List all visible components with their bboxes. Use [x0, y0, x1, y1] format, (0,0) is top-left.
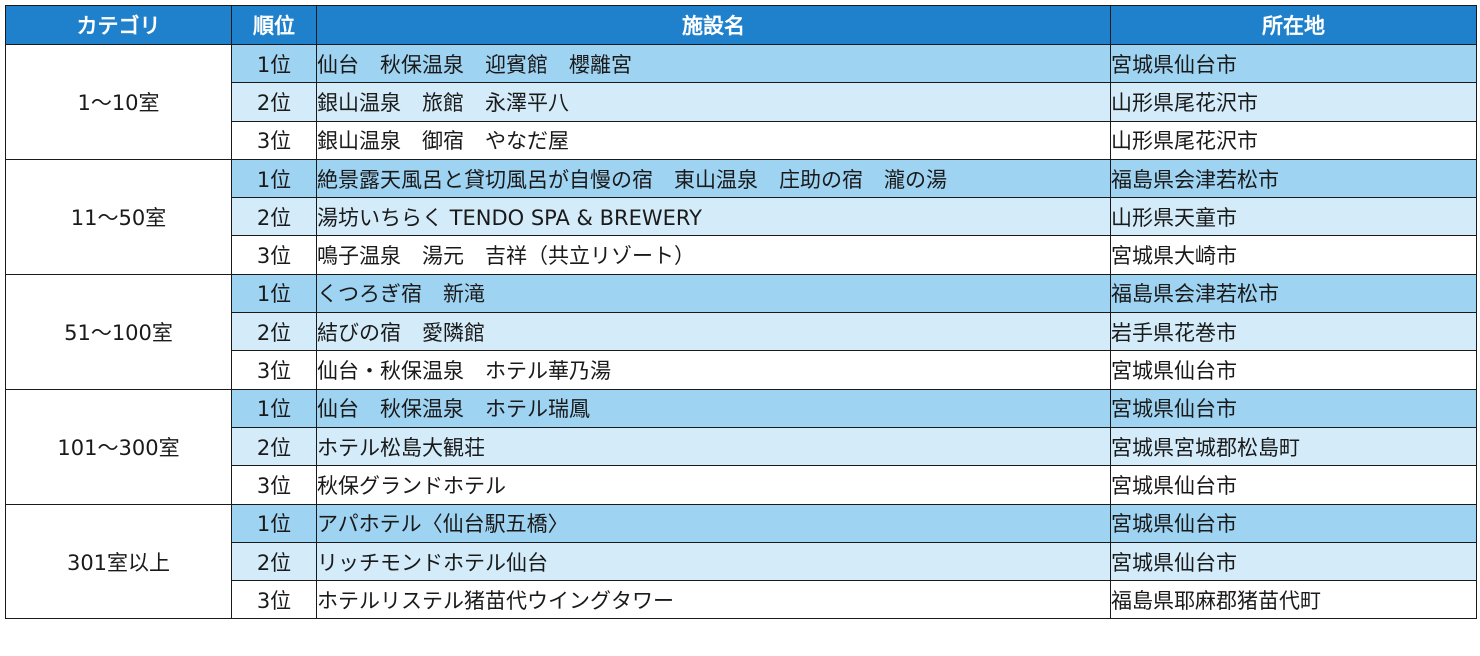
- location-cell: 山形県尾花沢市: [1110, 82, 1477, 122]
- rank-cell: 2位: [231, 541, 317, 582]
- location-cell: 宮城県仙台市: [1110, 465, 1477, 505]
- facility-cell: 絶景露天風呂と貸切風呂が自慢の宿 東山温泉 庄助の宿 瀧の湯: [316, 158, 1111, 199]
- facility-cell: 湯坊いちらく TENDO SPA & BREWERY: [316, 197, 1111, 237]
- table-row: 1～10室 1位 仙台 秋保温泉 迎賓館 櫻離宮 宮城県仙台市: [5, 43, 1477, 160]
- rank-cell: 3位: [231, 235, 317, 275]
- facility-cell: 仙台 秋保温泉 ホテル瑞鳳: [316, 388, 1111, 428]
- location-cell: 福島県耶麻郡猪苗代町: [1110, 580, 1477, 620]
- table-row: 2位 銀山温泉 旅館 永澤平八 山形県尾花沢市: [6, 82, 1477, 122]
- rank-cell: 1位: [231, 388, 317, 428]
- facility-cell: ホテルリステル猪苗代ウイングタワー: [316, 580, 1111, 620]
- header-row: カテゴリ 順位 施設名 所在地: [5, 5, 1477, 45]
- facility-cell: 秋保グランドホテル: [316, 465, 1111, 505]
- rank-cell: 3位: [231, 350, 317, 390]
- rank-cell: 2位: [231, 426, 317, 467]
- table-row: 11～50室 1位 絶景露天風呂と貸切風呂が自慢の宿 東山温泉 庄助の宿 瀧の湯…: [5, 158, 1477, 275]
- rank-cell: 1位: [231, 158, 317, 199]
- rank-cell: 2位: [231, 312, 317, 352]
- rank-cell: 1位: [231, 503, 317, 543]
- table-row: 2位 リッチモンドホテル仙台 宮城県仙台市: [6, 541, 1477, 582]
- rank-cell: 2位: [231, 197, 317, 237]
- header-category: カテゴリ: [5, 5, 232, 45]
- table-row: 101～300室 1位 仙台 秋保温泉 ホテル瑞鳳 宮城県仙台市: [5, 388, 1477, 505]
- facility-cell: 銀山温泉 旅館 永澤平八: [316, 82, 1111, 122]
- location-cell: 宮城県仙台市: [1110, 503, 1477, 543]
- rank-cell: 3位: [231, 580, 317, 620]
- table-row: 3位 秋保グランドホテル 宮城県仙台市: [6, 465, 1477, 505]
- location-cell: 福島県会津若松市: [1110, 273, 1477, 314]
- facility-cell: リッチモンドホテル仙台: [316, 541, 1111, 582]
- category-cell: 101～300室: [5, 388, 232, 505]
- facility-cell: 鳴子温泉 湯元 吉祥（共立リゾート）: [316, 235, 1111, 275]
- category-cell: 1～10室: [5, 44, 232, 160]
- location-cell: 宮城県仙台市: [1110, 350, 1477, 390]
- table-row: 3位 銀山温泉 御宿 やなだ屋 山形県尾花沢市: [6, 120, 1477, 160]
- facility-cell: 仙台・秋保温泉 ホテル華乃湯: [316, 350, 1111, 390]
- table-row: 3位 ホテルリステル猪苗代ウイングタワー 福島県耶麻郡猪苗代町: [6, 580, 1477, 620]
- rank-cell: 3位: [231, 465, 317, 505]
- category-cell: 11～50室: [5, 158, 232, 275]
- table-row: 301室以上 1位 アパホテル〈仙台駅五橋〉 宮城県仙台市: [5, 503, 1477, 620]
- location-cell: 福島県会津若松市: [1110, 158, 1477, 199]
- rank-cell: 1位: [231, 43, 317, 84]
- rank-cell: 2位: [231, 82, 317, 122]
- rank-cell: 3位: [231, 120, 317, 160]
- location-cell: 宮城県仙台市: [1110, 541, 1477, 582]
- ranking-table: カテゴリ 順位 施設名 所在地 1～10室 1位 仙台 秋保温泉 迎賓館 櫻離宮…: [5, 5, 1477, 620]
- header-facility: 施設名: [316, 5, 1111, 45]
- location-cell: 山形県尾花沢市: [1110, 120, 1477, 160]
- facility-cell: ホテル松島大観荘: [316, 426, 1111, 467]
- facility-cell: 仙台 秋保温泉 迎賓館 櫻離宮: [316, 43, 1111, 84]
- location-cell: 宮城県仙台市: [1110, 388, 1477, 428]
- facility-cell: 銀山温泉 御宿 やなだ屋: [316, 120, 1111, 160]
- facility-cell: 結びの宿 愛隣館: [316, 312, 1111, 352]
- header-rank: 順位: [231, 5, 317, 45]
- facility-cell: くつろぎ宿 新滝: [316, 273, 1111, 314]
- category-cell: 301室以上: [5, 503, 232, 620]
- location-cell: 山形県天童市: [1110, 197, 1477, 237]
- facility-cell: アパホテル〈仙台駅五橋〉: [316, 503, 1111, 543]
- header-location: 所在地: [1110, 5, 1477, 45]
- location-cell: 宮城県宮城郡松島町: [1110, 426, 1477, 467]
- table-row: 51～100室 1位 くつろぎ宿 新滝 福島県会津若松市: [5, 273, 1477, 390]
- category-cell: 51～100室: [5, 273, 232, 390]
- rank-cell: 1位: [231, 273, 317, 314]
- location-cell: 宮城県大崎市: [1110, 235, 1477, 275]
- location-cell: 岩手県花巻市: [1110, 312, 1477, 352]
- location-cell: 宮城県仙台市: [1110, 43, 1477, 84]
- table-row: 2位 ホテル松島大観荘 宮城県宮城郡松島町: [6, 426, 1477, 467]
- table-row: 3位 鳴子温泉 湯元 吉祥（共立リゾート） 宮城県大崎市: [6, 235, 1477, 275]
- table-row: 2位 湯坊いちらく TENDO SPA & BREWERY 山形県天童市: [6, 197, 1477, 237]
